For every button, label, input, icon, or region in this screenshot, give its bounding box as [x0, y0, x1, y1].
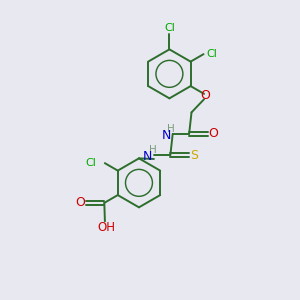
- Text: H: H: [167, 124, 175, 134]
- Text: H: H: [148, 145, 156, 155]
- Text: O: O: [201, 89, 211, 102]
- Text: N: N: [162, 129, 171, 142]
- Text: N: N: [143, 150, 153, 164]
- Text: Cl: Cl: [206, 49, 217, 59]
- Text: O: O: [208, 128, 218, 140]
- Text: Cl: Cl: [85, 158, 97, 168]
- Text: O: O: [76, 196, 85, 209]
- Text: Cl: Cl: [164, 23, 175, 34]
- Text: OH: OH: [98, 221, 116, 234]
- Text: S: S: [190, 149, 198, 162]
